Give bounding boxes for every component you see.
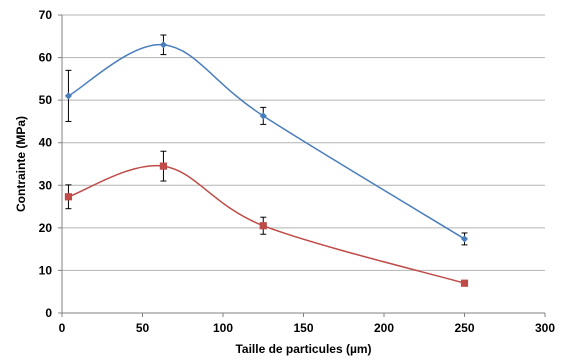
data-point [259, 222, 267, 230]
y-tick-label: 70 [39, 8, 53, 22]
y-tick-label: 0 [45, 306, 52, 320]
data-point [460, 279, 469, 287]
series-line [68, 44, 465, 240]
axes: 0 10 20 30 40 50 60 70 0 50 100 150 200 250 300 [39, 8, 556, 335]
data-point [159, 41, 168, 49]
series-1 [64, 34, 469, 246]
data-point [259, 112, 267, 120]
data-point [159, 162, 168, 170]
y-tick-label: 20 [39, 221, 53, 235]
data-point [460, 235, 469, 243]
x-tick-label: 150 [293, 321, 313, 335]
x-tick-label: 250 [454, 321, 474, 335]
y-tick-label: 30 [39, 178, 53, 192]
data-point [64, 92, 73, 100]
x-axis-title: Taille de particules (µm) [235, 342, 371, 356]
y-tick-label: 40 [39, 136, 53, 150]
data-point [64, 193, 73, 201]
x-tick-label: 100 [213, 321, 233, 335]
series-line [68, 164, 465, 284]
x-tick-label: 200 [374, 321, 394, 335]
series-2 [64, 150, 469, 287]
series-layer [64, 34, 469, 287]
x-tick-label: 0 [59, 321, 66, 335]
y-tick-label: 10 [39, 263, 53, 277]
x-tick-label: 50 [136, 321, 150, 335]
y-tick-label: 50 [39, 93, 53, 107]
grid [62, 14, 545, 271]
x-tick-label: 300 [535, 321, 555, 335]
y-tick-label: 60 [39, 51, 53, 65]
y-axis-title: Contrainte (MPa) [14, 116, 28, 212]
